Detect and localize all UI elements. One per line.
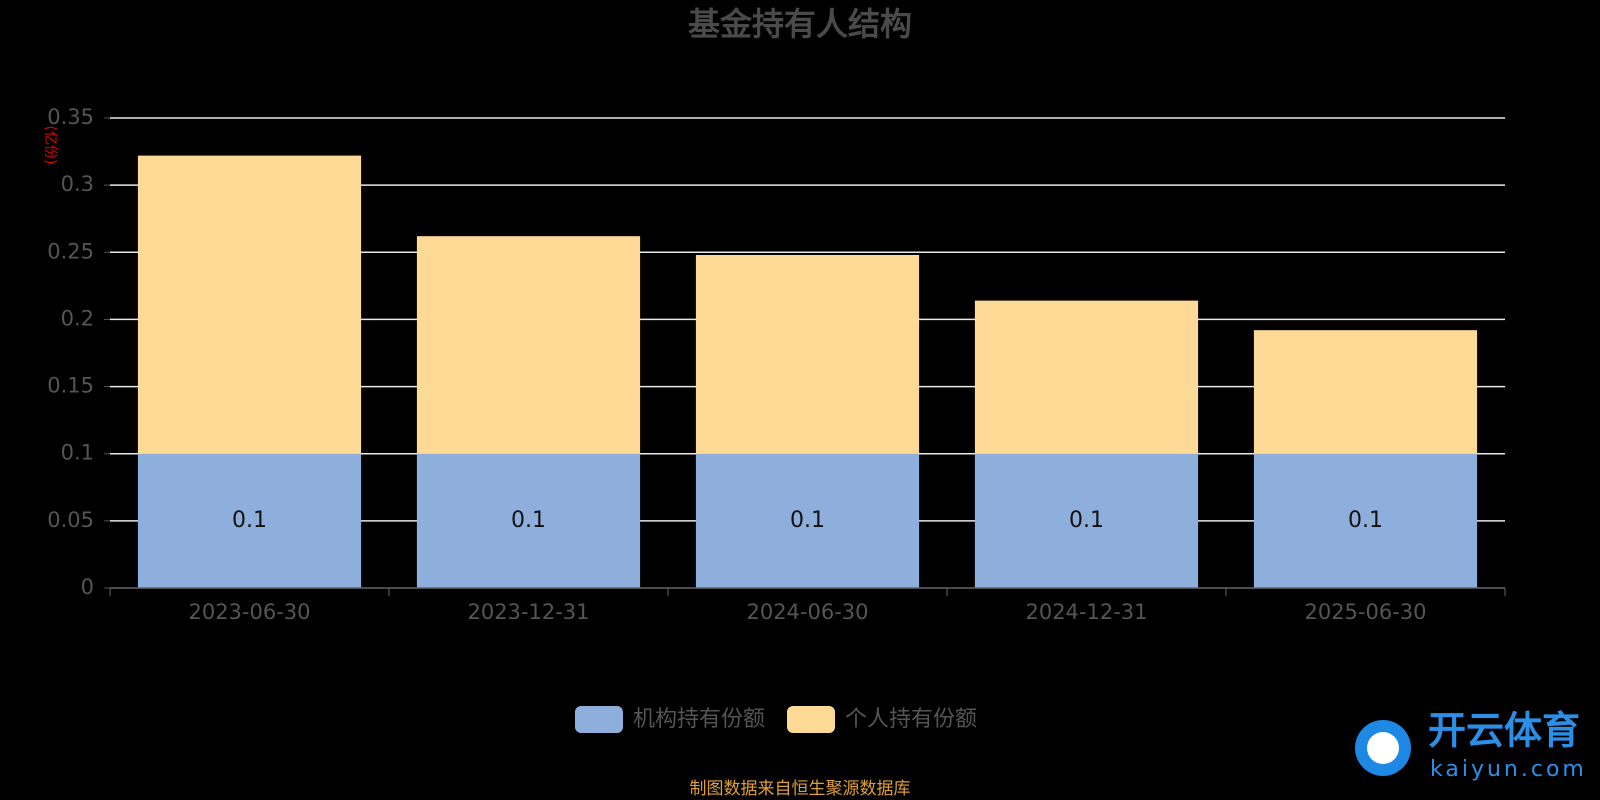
watermark-site: kaiyun.com — [1430, 757, 1587, 782]
bar-segment — [1253, 453, 1478, 588]
x-tick-label: 2023-12-31 — [467, 600, 589, 624]
bar-segment — [137, 155, 362, 454]
watermark-name: 开云体育 — [1428, 709, 1580, 753]
legend-swatch — [575, 706, 623, 733]
x-tick-label: 2023-06-30 — [188, 600, 310, 624]
y-tick-label: 0.3 — [61, 172, 94, 196]
bar-segment — [695, 453, 920, 588]
data-label: 0.1 — [1348, 508, 1383, 533]
y-tick-label: 0.1 — [61, 441, 94, 465]
y-tick-label: 0.05 — [47, 508, 94, 532]
data-label: 0.1 — [511, 508, 546, 533]
y-tick-label: 0.2 — [61, 306, 94, 330]
bar-segment — [974, 300, 1199, 454]
bar-segment — [416, 236, 641, 454]
watermark: 开云体育 kaiyun.com — [1355, 709, 1587, 782]
y-tick-label: 0 — [81, 575, 94, 599]
y-axis-label: (亿份) — [42, 126, 58, 165]
legend-label: 个人持有份额 — [845, 707, 977, 732]
y-tick-label: 0.35 — [47, 105, 94, 129]
legend-swatch — [787, 706, 836, 733]
y-tick-label: 0.15 — [47, 374, 94, 398]
watermark-ball — [1367, 732, 1399, 764]
bar-segment — [1253, 330, 1478, 454]
bar-segment — [137, 453, 362, 588]
x-tick-label: 2025-06-30 — [1304, 600, 1426, 624]
x-tick-label: 2024-06-30 — [746, 600, 868, 624]
data-label: 0.1 — [1069, 508, 1104, 533]
data-label: 0.1 — [232, 508, 267, 533]
bar-segment — [974, 453, 1199, 588]
chart-title: 基金持有人结构 — [688, 5, 912, 43]
bar-segment — [695, 254, 920, 454]
bar-segment — [416, 453, 641, 588]
x-tick-label: 2024-12-31 — [1025, 600, 1147, 624]
data-label: 0.1 — [790, 508, 825, 533]
y-tick-label: 0.25 — [47, 239, 94, 263]
legend-label: 机构持有份额 — [633, 707, 765, 732]
source-note: 制图数据来自恒生聚源数据库 — [690, 779, 911, 799]
